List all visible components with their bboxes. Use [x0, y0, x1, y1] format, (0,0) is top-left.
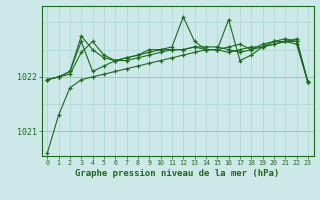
X-axis label: Graphe pression niveau de la mer (hPa): Graphe pression niveau de la mer (hPa): [76, 169, 280, 178]
